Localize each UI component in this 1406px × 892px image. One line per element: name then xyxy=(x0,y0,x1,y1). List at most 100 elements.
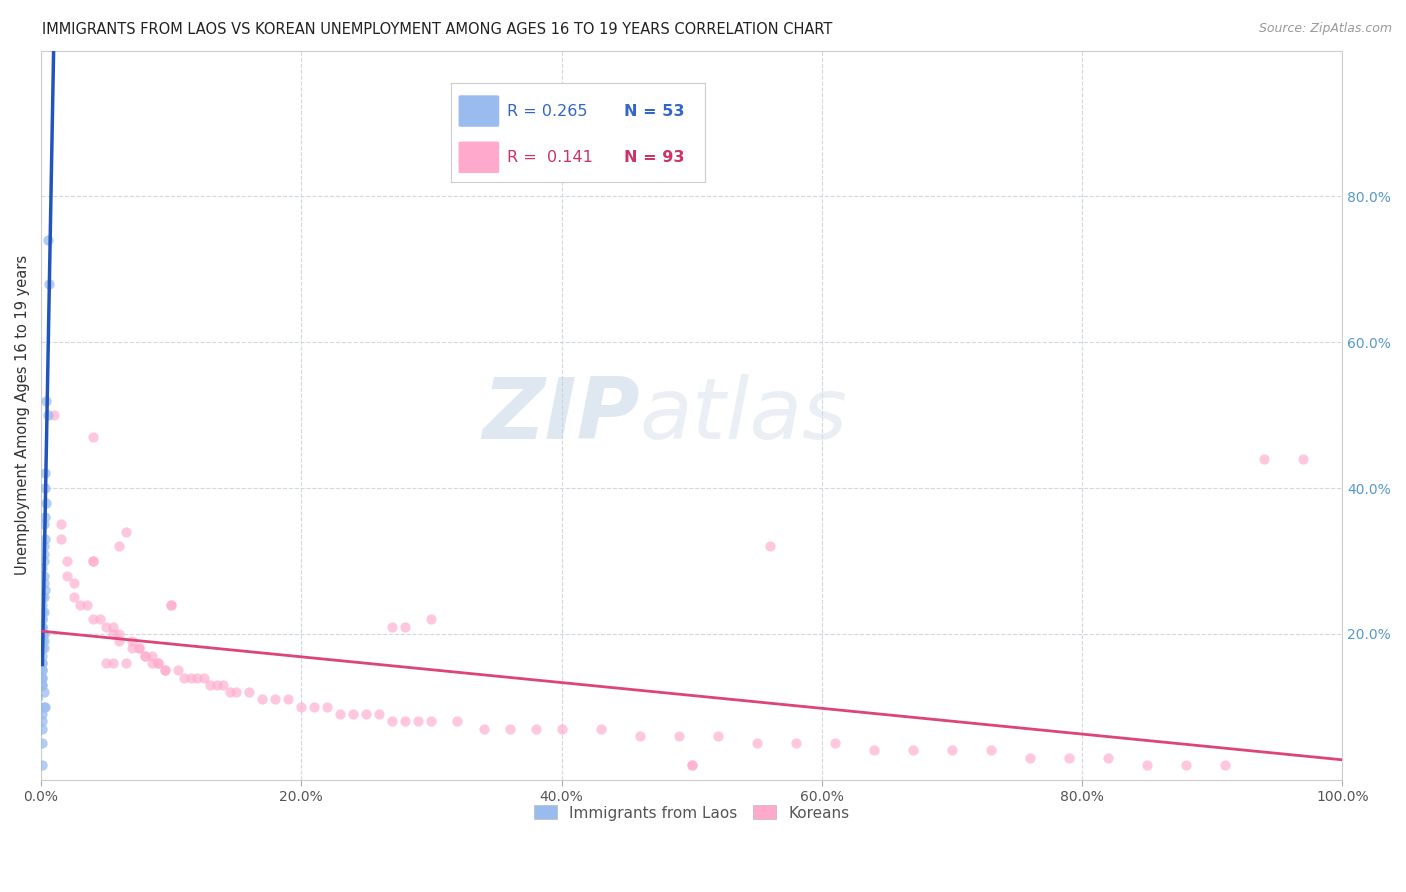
Point xyxy=(31,663,53,677)
Y-axis label: Unemployment Among Ages 16 to 19 years: Unemployment Among Ages 16 to 19 years xyxy=(15,255,30,575)
Point xyxy=(148,656,170,670)
Point xyxy=(901,743,924,757)
Point xyxy=(1213,758,1236,772)
Point xyxy=(31,706,53,721)
Point xyxy=(31,678,53,692)
Point xyxy=(1057,750,1080,764)
Point xyxy=(186,671,208,685)
Point xyxy=(82,554,104,568)
Point xyxy=(35,495,58,509)
Point xyxy=(31,656,53,670)
Point xyxy=(173,671,195,685)
Point xyxy=(96,619,118,633)
Point xyxy=(32,517,55,532)
Point xyxy=(34,481,56,495)
Point xyxy=(1175,758,1198,772)
Point xyxy=(108,634,131,648)
Point xyxy=(31,561,53,575)
Point xyxy=(498,722,520,736)
Point xyxy=(101,656,124,670)
Point xyxy=(37,408,59,422)
Point xyxy=(31,722,53,736)
Point xyxy=(62,591,84,605)
Point xyxy=(31,627,53,641)
Point xyxy=(1253,451,1275,466)
Point xyxy=(141,648,163,663)
Point xyxy=(31,641,53,656)
Point xyxy=(69,598,91,612)
Point xyxy=(550,722,572,736)
Point xyxy=(31,612,53,626)
Point xyxy=(980,743,1002,757)
Point xyxy=(89,612,111,626)
Point xyxy=(38,277,60,291)
Point xyxy=(101,619,124,633)
Point xyxy=(31,656,53,670)
Point xyxy=(32,605,55,619)
Point xyxy=(524,722,547,736)
Point xyxy=(49,532,72,546)
Point xyxy=(121,641,143,656)
Legend: Immigrants from Laos, Koreans: Immigrants from Laos, Koreans xyxy=(529,799,855,827)
Point xyxy=(32,641,55,656)
Point xyxy=(134,648,156,663)
Point xyxy=(153,663,176,677)
Point xyxy=(304,699,326,714)
Point xyxy=(31,598,53,612)
Point xyxy=(160,598,183,612)
Point xyxy=(31,671,53,685)
Point xyxy=(31,634,53,648)
Point xyxy=(180,671,202,685)
Point xyxy=(128,641,150,656)
Point xyxy=(37,233,59,247)
Point xyxy=(316,699,339,714)
Point xyxy=(128,641,150,656)
Text: ZIP: ZIP xyxy=(482,374,640,457)
Point xyxy=(31,605,53,619)
Point xyxy=(32,575,55,590)
Point xyxy=(134,648,156,663)
Point xyxy=(42,408,65,422)
Point xyxy=(205,678,228,692)
Point xyxy=(681,758,703,772)
Point xyxy=(160,598,183,612)
Point xyxy=(32,554,55,568)
Point xyxy=(745,736,768,750)
Point xyxy=(863,743,886,757)
Point xyxy=(356,706,378,721)
Point xyxy=(589,722,612,736)
Point xyxy=(31,627,53,641)
Point xyxy=(101,627,124,641)
Point xyxy=(32,539,55,553)
Point xyxy=(785,736,807,750)
Point xyxy=(34,699,56,714)
Point xyxy=(941,743,963,757)
Point xyxy=(31,648,53,663)
Point xyxy=(446,714,468,729)
Point xyxy=(32,685,55,699)
Point xyxy=(758,539,780,553)
Text: atlas: atlas xyxy=(640,374,848,457)
Text: IMMIGRANTS FROM LAOS VS KOREAN UNEMPLOYMENT AMONG AGES 16 TO 19 YEARS CORRELATIO: IMMIGRANTS FROM LAOS VS KOREAN UNEMPLOYM… xyxy=(42,22,832,37)
Point xyxy=(238,685,260,699)
Point xyxy=(166,663,188,677)
Point xyxy=(200,678,222,692)
Point xyxy=(32,634,55,648)
Point xyxy=(1097,750,1119,764)
Point xyxy=(31,612,53,626)
Point xyxy=(31,663,53,677)
Point xyxy=(31,634,53,648)
Point xyxy=(32,568,55,582)
Point xyxy=(56,554,79,568)
Point xyxy=(420,612,443,626)
Point xyxy=(824,736,846,750)
Point xyxy=(56,568,79,582)
Point xyxy=(681,758,703,772)
Point xyxy=(1019,750,1042,764)
Point xyxy=(108,539,131,553)
Point xyxy=(218,685,240,699)
Point xyxy=(148,656,170,670)
Point xyxy=(82,612,104,626)
Point xyxy=(342,706,364,721)
Point xyxy=(31,714,53,729)
